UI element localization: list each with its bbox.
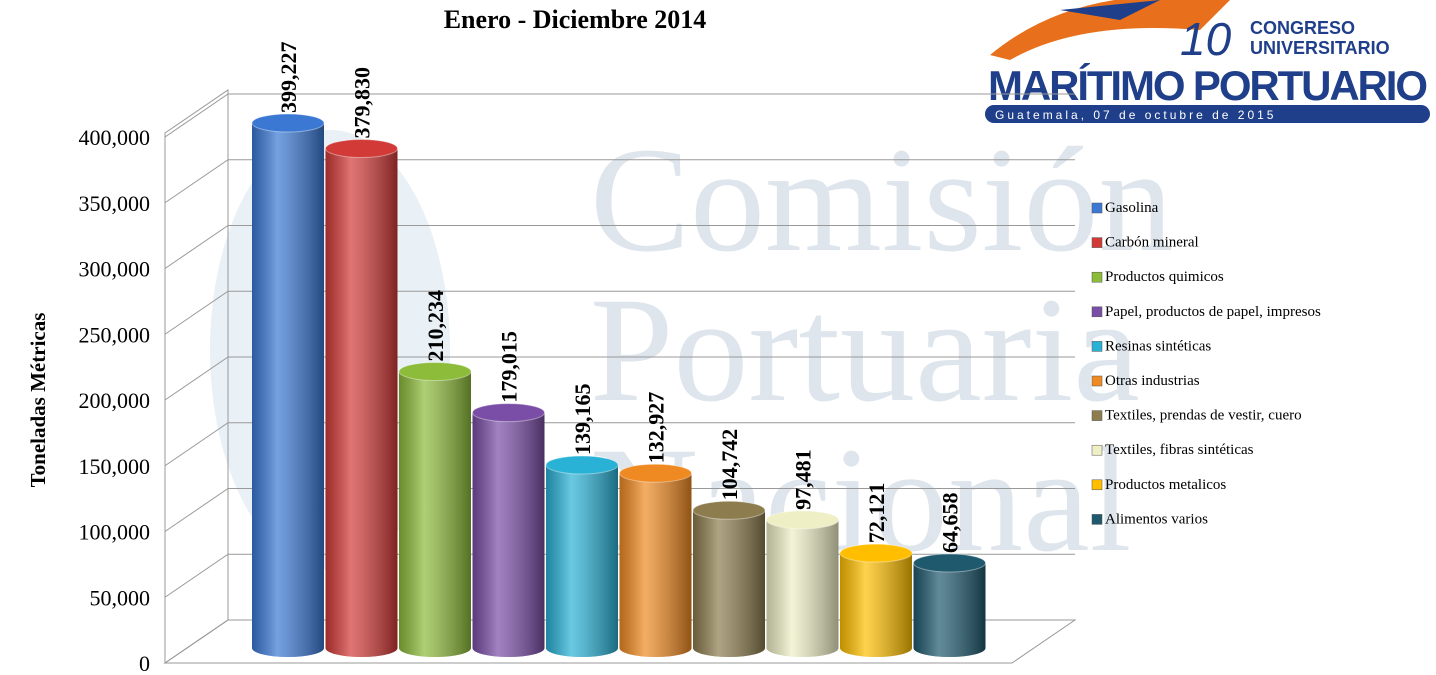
bar-shade bbox=[693, 510, 765, 648]
bar-base-shade bbox=[472, 639, 545, 657]
legend-swatch bbox=[1091, 410, 1103, 421]
bar-shade bbox=[472, 412, 545, 648]
logo-number: 10 bbox=[1180, 13, 1232, 65]
grid-line bbox=[164, 159, 1075, 204]
legend-swatch bbox=[1091, 306, 1103, 318]
chart-title: Enero - Diciembre 2014 bbox=[444, 5, 707, 34]
bar-shade bbox=[252, 123, 324, 649]
bar-shade bbox=[619, 473, 692, 648]
y-tick-label: 0 bbox=[139, 651, 150, 675]
bar-base-shade bbox=[840, 639, 912, 657]
bar-top bbox=[692, 500, 766, 520]
bar-top bbox=[472, 403, 545, 423]
grid-line bbox=[164, 225, 1075, 269]
legend-swatch bbox=[1091, 479, 1103, 491]
y-tick-label: 50,000 bbox=[90, 585, 151, 610]
bar-base-shade bbox=[913, 639, 986, 657]
bar-top bbox=[839, 543, 913, 563]
bar-shade bbox=[913, 562, 986, 648]
bar-shade bbox=[325, 148, 398, 648]
value-label: 72,121 bbox=[864, 483, 889, 544]
legend-swatch bbox=[1091, 514, 1103, 525]
bar-base-shade bbox=[693, 639, 765, 657]
logo: 10 CONGRESO UNIVERSITARIO MARÍTIMO PORTU… bbox=[985, 0, 1430, 123]
bar-top bbox=[619, 463, 692, 483]
legend-label: Resinas sintéticas bbox=[1105, 338, 1211, 354]
logo-swoosh bbox=[990, 0, 1230, 60]
legend-swatch bbox=[1091, 271, 1103, 283]
value-label: 104,742 bbox=[717, 429, 742, 501]
bar-top bbox=[398, 362, 472, 382]
logo-main: MARÍTIMO PORTUARIO bbox=[988, 62, 1428, 109]
y-tick-label: 350,000 bbox=[79, 191, 151, 216]
y-tick-label: 250,000 bbox=[79, 322, 151, 347]
grid-line bbox=[164, 93, 1075, 138]
bar-top bbox=[325, 139, 398, 159]
value-label: 139,165 bbox=[570, 383, 595, 455]
value-label: 210,234 bbox=[423, 290, 448, 362]
bar-base-shade bbox=[546, 639, 618, 657]
legend-swatch bbox=[1091, 202, 1103, 214]
grid-line bbox=[164, 356, 1075, 401]
y-tick-label: 200,000 bbox=[79, 388, 151, 413]
bar-shade bbox=[840, 553, 912, 648]
legend-label: Productos metalicos bbox=[1105, 477, 1226, 493]
bar-top bbox=[913, 553, 986, 573]
bar-base-shade bbox=[619, 639, 692, 657]
legend-label: Papel, productos de papel, impresos bbox=[1105, 304, 1321, 320]
legend-swatch bbox=[1091, 341, 1103, 352]
grid-line bbox=[164, 488, 1075, 532]
value-label: 64,658 bbox=[938, 492, 963, 553]
legend-label: Productos quimicos bbox=[1105, 269, 1224, 285]
legend-label: Textiles, prendas de vestir, cuero bbox=[1105, 408, 1302, 424]
bar-top bbox=[251, 113, 325, 133]
value-label: 179,015 bbox=[497, 331, 522, 403]
value-label: 379,830 bbox=[350, 67, 375, 139]
value-label: 399,227 bbox=[276, 42, 301, 114]
logo-swoosh bbox=[1060, 0, 1160, 20]
legend-label: Textiles, fibras sintéticas bbox=[1105, 442, 1254, 458]
legend-swatch bbox=[1091, 237, 1103, 248]
y-axis-label: Toneladas Métricas bbox=[26, 313, 50, 488]
legend-label: Gasolina bbox=[1105, 200, 1159, 216]
logo-text: UNIVERSITARIO bbox=[1250, 38, 1390, 58]
watermark-text: Portuaria bbox=[590, 267, 1140, 433]
bar-shade bbox=[546, 464, 618, 648]
value-label: 97,481 bbox=[791, 449, 816, 510]
legend-label: Carbón mineral bbox=[1105, 235, 1199, 251]
bar-base-shade bbox=[252, 639, 324, 657]
logo-sub: Guatemala, 07 de octubre de 2015 bbox=[995, 108, 1276, 122]
bar-shade bbox=[399, 371, 471, 648]
grid-line bbox=[164, 422, 1075, 467]
legend-swatch bbox=[1091, 444, 1103, 456]
logo-band bbox=[985, 105, 1430, 123]
grid-line bbox=[164, 290, 1075, 335]
y-tick-label: 300,000 bbox=[79, 257, 151, 282]
watermark-text: Comisión bbox=[590, 117, 1173, 283]
value-label: 132,927 bbox=[644, 392, 669, 464]
legend-swatch bbox=[1091, 375, 1103, 387]
bar-top bbox=[545, 455, 619, 475]
y-tick-label: 150,000 bbox=[79, 454, 151, 479]
bar-base-shade bbox=[766, 639, 839, 657]
bar-shade bbox=[766, 519, 839, 648]
logo-text: CONGRESO bbox=[1250, 18, 1355, 38]
bar-base-shade bbox=[325, 639, 398, 657]
y-tick-label: 100,000 bbox=[79, 520, 151, 545]
bar-top bbox=[766, 510, 839, 530]
legend-label: Otras industrias bbox=[1105, 373, 1200, 389]
legend-label: Alimentos varios bbox=[1105, 511, 1208, 527]
bar-base-shade bbox=[399, 639, 471, 657]
y-tick-label: 400,000 bbox=[79, 125, 151, 150]
